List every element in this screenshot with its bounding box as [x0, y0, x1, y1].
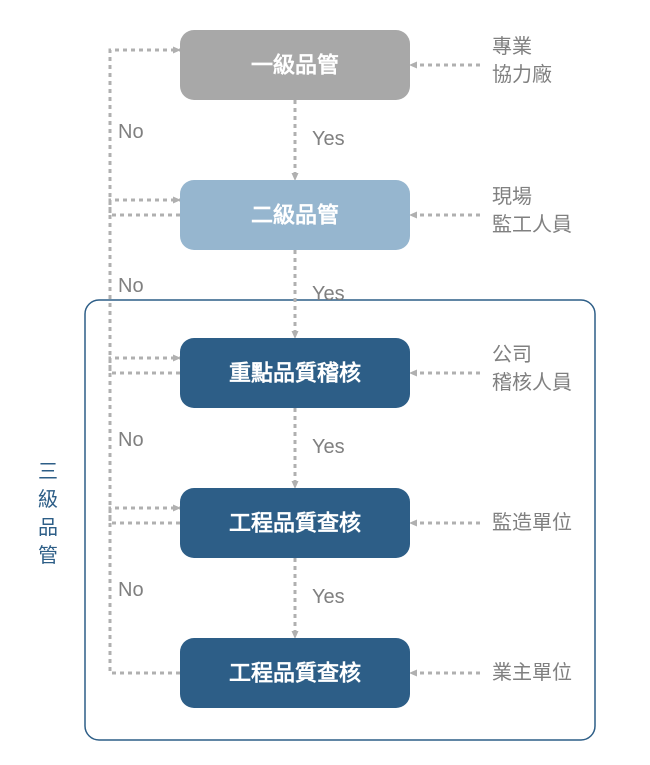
yes-label: Yes — [312, 128, 345, 150]
flow-node-label: 工程品質查核 — [229, 661, 361, 686]
flow-node-label: 工程品質查核 — [229, 511, 361, 536]
side-label: 現場監工人員 — [492, 185, 572, 236]
no-label: No — [118, 429, 144, 451]
side-label: 專業協力廠 — [492, 35, 552, 86]
flow-node-label: 二級品管 — [251, 203, 339, 228]
group-label: 三級品管 — [38, 461, 58, 567]
yes-label: Yes — [312, 586, 345, 608]
side-label: 公司稽核人員 — [492, 344, 572, 394]
no-label: No — [118, 579, 144, 601]
yes-label: Yes — [312, 436, 345, 458]
side-label: 監造單位 — [492, 511, 572, 534]
flow-node-label: 一級品管 — [251, 53, 339, 78]
side-label: 業主單位 — [492, 661, 572, 684]
yes-label: Yes — [312, 283, 345, 305]
no-label: No — [118, 121, 144, 143]
flowchart: 三級品管 No No No No Yes Yes Yes Yes 一級品管二級品管重點品質稽核工程… — [0, 0, 650, 765]
no-label: No — [118, 275, 144, 297]
flow-node-label: 重點品質稽核 — [229, 361, 361, 386]
